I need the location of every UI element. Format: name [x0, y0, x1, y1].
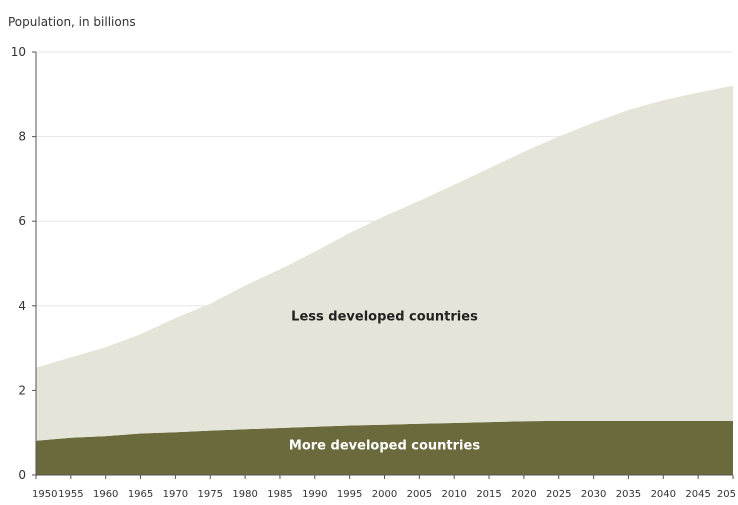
x-tick-label: 2010 — [441, 489, 466, 500]
area-series-0 — [36, 420, 733, 475]
y-tick-label: 8 — [18, 130, 26, 144]
x-tick-label: 1995 — [337, 489, 362, 500]
x-tick-label: 1985 — [267, 489, 292, 500]
x-tick-label: 2025 — [546, 489, 571, 500]
x-tick-label: 1960 — [93, 489, 118, 500]
y-tick-label: 6 — [18, 214, 26, 228]
plot-areas — [36, 85, 733, 475]
series-labels: More developed countries Less developed c… — [289, 310, 480, 454]
y-tick-label: 4 — [18, 299, 26, 313]
x-tick-label: 205 — [717, 489, 736, 500]
y-axis-label: Population, in billions — [8, 15, 136, 29]
x-tick-label: 2040 — [651, 489, 676, 500]
y-tick-label: 0 — [18, 468, 26, 482]
x-tick-label: 1950 — [32, 489, 57, 500]
x-ticks: 1950 1955 1960 1965 1970 1975 1980 1985 1990 1995… — [32, 475, 736, 500]
x-tick-label: 2030 — [581, 489, 606, 500]
x-tick-label: 2045 — [685, 489, 710, 500]
x-tick-label: 2020 — [511, 489, 536, 500]
y-tick-label: 2 — [18, 383, 26, 397]
x-tick-label: 2035 — [616, 489, 641, 500]
x-tick-label: 2000 — [372, 489, 397, 500]
x-tick-label: 2015 — [476, 489, 501, 500]
x-tick-label: 1990 — [302, 489, 327, 500]
x-tick-label: 1965 — [128, 489, 153, 500]
x-tick-label: 1955 — [58, 489, 83, 500]
x-tick-label: 1975 — [198, 489, 223, 500]
y-ticks: 0 2 4 6 8 10 — [11, 45, 36, 482]
x-tick-label: 1970 — [163, 489, 188, 500]
area-series-1 — [36, 85, 733, 441]
x-tick-label: 2005 — [407, 489, 432, 500]
y-tick-label: 10 — [11, 45, 26, 59]
x-tick-label: 1980 — [232, 489, 257, 500]
series-label-0: More developed countries — [289, 439, 480, 454]
series-label-1: Less developed countries — [291, 310, 478, 325]
